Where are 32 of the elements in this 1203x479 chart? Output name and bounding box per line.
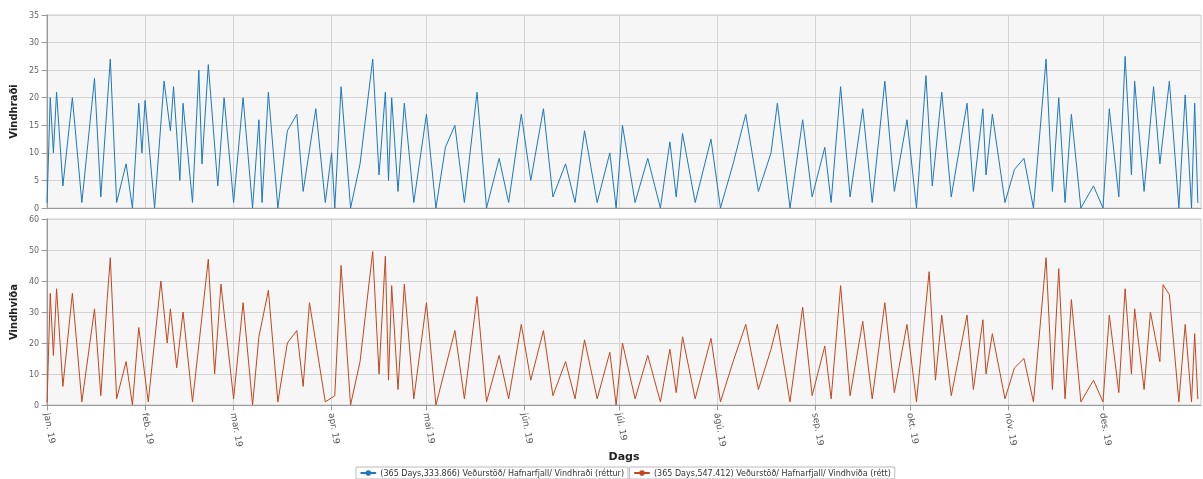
x-tick-label: nóv. 19: [1003, 412, 1019, 447]
y-tick-label: 0: [33, 400, 40, 410]
y-axis-title: Vindhviða: [7, 284, 19, 340]
x-tick-label: sep. 19: [810, 412, 827, 447]
x-axis-title: Dags: [608, 450, 640, 464]
x-tick-label: apr. 19: [326, 412, 343, 445]
y-tick-label: 5: [33, 175, 40, 185]
y-tick-label: 40: [28, 276, 40, 286]
legend-label: (365 Days,333.866) Veðurstöð/ Hafnarfjall/ Vindhraði (réttur): [380, 467, 624, 478]
y-axis-title: Vindhraði: [7, 84, 19, 139]
y-tick-label: 35: [28, 10, 40, 20]
y-tick-label: 60: [28, 214, 40, 224]
y-tick-label: 20: [28, 93, 40, 103]
y-tick-label: 20: [28, 338, 40, 348]
x-tick-label: okt. 19: [905, 412, 921, 446]
x-tick-label: ágú. 19: [712, 412, 729, 448]
y-tick-label: 15: [28, 120, 40, 130]
y-tick-label: 10: [28, 369, 40, 379]
x-tick-label: jan. 19: [41, 411, 58, 445]
y-tick-label: 30: [28, 38, 40, 48]
x-tick-label: feb. 19: [140, 412, 156, 446]
legend-label: (365 Days,547.412) Veðurstöð/ Hafnarfjall/ Vindhviða (rétt): [654, 467, 891, 478]
y-tick-label: 0: [33, 203, 40, 213]
y-tick-label: 50: [28, 245, 40, 255]
x-tick-label: mar. 19: [228, 412, 245, 448]
y-tick-label: 30: [28, 307, 40, 317]
x-tick-label: maí 19: [421, 412, 437, 445]
x-tick-label: des. 19: [1098, 412, 1114, 447]
x-tick-label: júl. 19: [614, 411, 630, 442]
y-tick-label: 10: [28, 148, 40, 158]
y-tick-label: 25: [28, 65, 40, 75]
x-tick-label: jún. 19: [519, 411, 535, 445]
